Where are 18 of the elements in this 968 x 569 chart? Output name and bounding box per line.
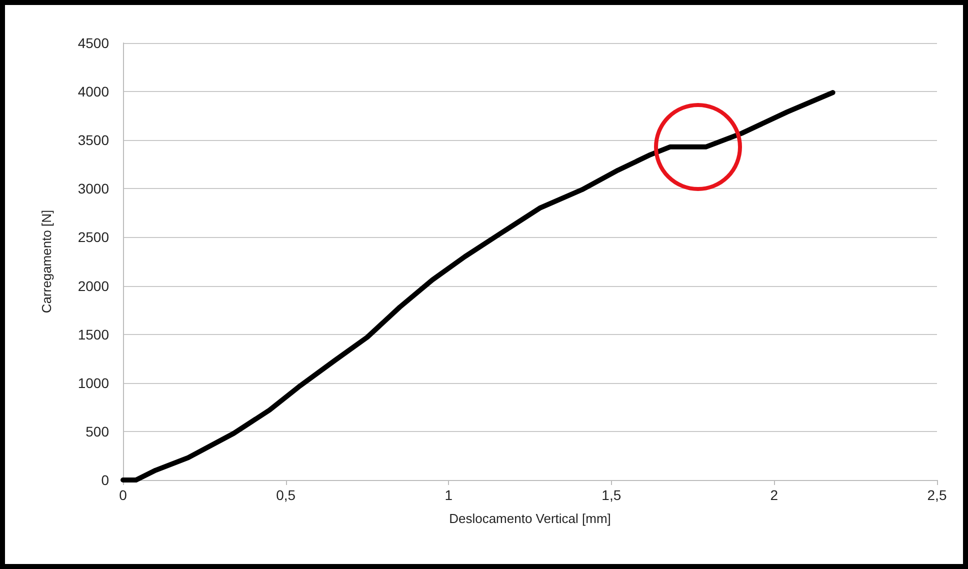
y-tick-label: 3500 [78, 132, 110, 148]
y-tick-label: 4000 [78, 84, 110, 100]
y-tick-label: 2000 [78, 278, 110, 294]
x-tick-label: 0,5 [276, 487, 296, 503]
x-axis-title: Deslocamento Vertical [mm] [449, 511, 611, 526]
y-axis-title: Carregamento [N] [39, 210, 54, 314]
x-tick-label: 0 [119, 487, 128, 503]
y-tick-label: 500 [86, 423, 110, 440]
y-tick-label: 4500 [78, 35, 110, 51]
x-tick-label: 2 [770, 487, 778, 503]
y-tick-label: 2500 [78, 229, 110, 246]
x-tick-label: 2,5 [927, 487, 947, 503]
y-tick-label: 1000 [78, 374, 110, 391]
x-tick-label: 1,5 [602, 487, 622, 503]
x-tick-label: 1 [444, 487, 453, 503]
y-tick-label: 1500 [78, 326, 110, 342]
y-tick-label: 3000 [78, 180, 110, 197]
y-tick-label: 0 [101, 472, 110, 488]
